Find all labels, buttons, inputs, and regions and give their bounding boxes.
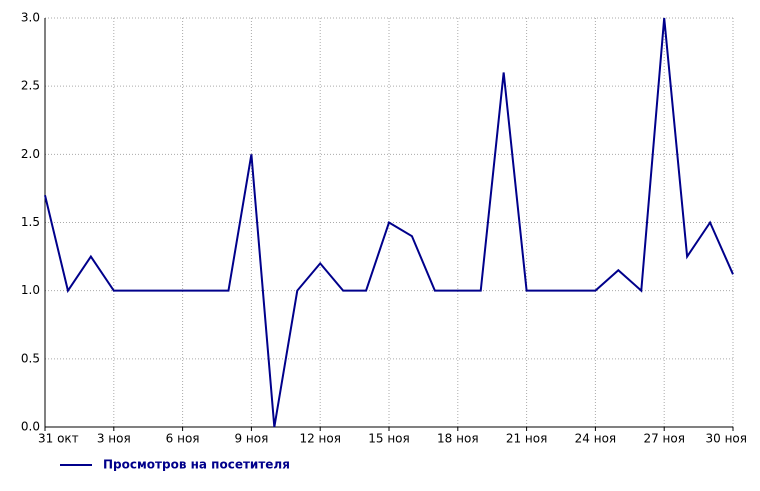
x-tick-label: 24 ноя [575, 432, 617, 446]
x-tick-label: 27 ноя [643, 432, 685, 446]
x-tick-label: 31 окт [38, 432, 79, 446]
y-tick-label: 2.0 [21, 147, 40, 161]
line-series [44, 17, 734, 428]
y-tick-label: 2.5 [21, 79, 40, 93]
x-tick-label: 3 ноя [97, 432, 131, 446]
y-tick-label: 3.0 [21, 11, 40, 25]
x-tick-label: 30 ноя [706, 432, 748, 446]
x-tick-label: 12 ноя [299, 432, 341, 446]
x-tick-label: 18 ноя [437, 432, 479, 446]
x-tick-label: 15 ноя [368, 432, 410, 446]
x-tick-label: 9 ноя [234, 432, 268, 446]
x-tick-label: 6 ноя [166, 432, 200, 446]
y-tick-label: 0.5 [21, 351, 40, 365]
x-tick-label: 21 ноя [506, 432, 548, 446]
y-tick-label: 1.5 [21, 215, 40, 229]
y-tick-label: 0.0 [21, 420, 40, 434]
y-tick-label: 1.0 [21, 283, 40, 297]
legend-label: Просмотров на посетителя [103, 458, 290, 472]
